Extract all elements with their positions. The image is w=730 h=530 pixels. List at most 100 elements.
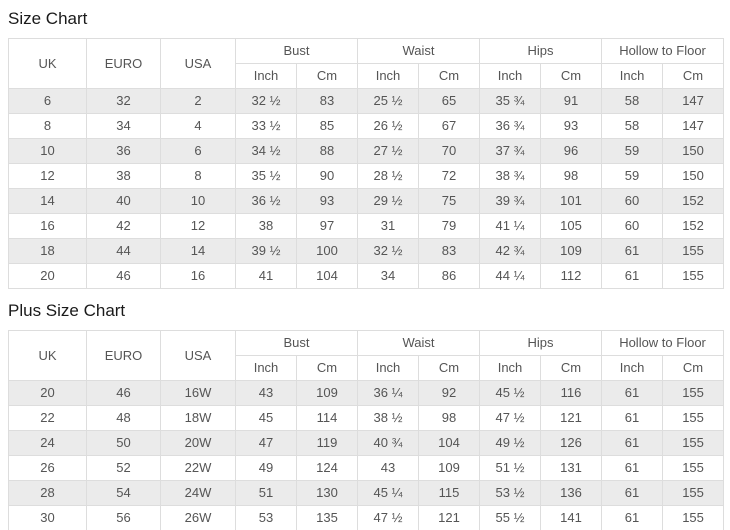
- size-chart-table: UK EURO USA Bust Waist Hips Hollow to Fl…: [8, 38, 725, 289]
- column-header-cm: Cm: [540, 63, 603, 89]
- column-header-euro: EURO: [86, 38, 161, 89]
- table-cell: 98: [540, 163, 603, 189]
- table-cell: 61: [601, 505, 664, 530]
- table-cell: 54: [86, 480, 161, 506]
- table-cell: 44: [86, 238, 161, 264]
- table-cell: 79: [418, 213, 481, 239]
- table-cell: 115: [418, 480, 481, 506]
- table-cell: 51 ½: [479, 455, 542, 481]
- table-row: 20 46 16 41 104 34 86 44 ¼ 112 61 155: [8, 263, 725, 289]
- table-cell: 130: [295, 480, 359, 506]
- table-cell: 61: [601, 380, 664, 406]
- table-cell: 155: [662, 430, 725, 456]
- table-cell: 72: [418, 163, 481, 189]
- table-cell: 98: [418, 405, 481, 431]
- table-cell: 22: [8, 405, 87, 431]
- table-cell: 52: [86, 455, 161, 481]
- table-cell: 60: [601, 188, 664, 214]
- table-cell: 10: [8, 138, 87, 164]
- table-cell: 155: [662, 380, 725, 406]
- table-cell: 35 ½: [235, 163, 297, 189]
- table-cell: 100: [295, 238, 359, 264]
- column-header-inch: Inch: [479, 63, 542, 89]
- table-cell: 45 ¼: [357, 480, 420, 506]
- table-cell: 26 ½: [357, 113, 420, 139]
- table-row: 30 56 26W 53 135 47 ½ 121 55 ½ 141 61 155: [8, 505, 725, 530]
- size-chart-title: Size Chart: [8, 9, 88, 28]
- column-group-hips: Hips: [479, 38, 603, 64]
- table-cell: 39 ½: [235, 238, 297, 264]
- table-row: 28 54 24W 51 130 45 ¼ 115 53 ½ 136 61 155: [8, 480, 725, 506]
- table-cell: 112: [540, 263, 603, 289]
- table-cell: 114: [295, 405, 359, 431]
- column-group-hips: Hips: [479, 330, 603, 356]
- table-cell: 43: [357, 455, 420, 481]
- size-chart-header: UK EURO USA Bust Waist Hips Hollow to Fl…: [8, 38, 725, 89]
- table-row: 20 46 16W 43 109 36 ¼ 92 45 ½ 116 61 155: [8, 380, 725, 406]
- table-cell: 46: [86, 380, 161, 406]
- table-cell: 46: [86, 263, 161, 289]
- table-cell: 155: [662, 238, 725, 264]
- table-cell: 61: [601, 238, 664, 264]
- table-cell: 43: [235, 380, 297, 406]
- plus-size-chart-header: UK EURO USA Bust Waist Hips Hollow to Fl…: [8, 330, 725, 381]
- table-cell: 155: [662, 263, 725, 289]
- table-cell: 55 ½: [479, 505, 542, 530]
- table-cell: 58: [601, 113, 664, 139]
- column-group-bust: Bust: [234, 38, 359, 64]
- table-cell: 141: [540, 505, 603, 530]
- table-cell: 93: [295, 188, 359, 214]
- table-cell: 34: [357, 263, 420, 289]
- table-cell: 2: [160, 88, 236, 114]
- table-cell: 53 ½: [479, 480, 542, 506]
- table-cell: 83: [418, 238, 481, 264]
- column-header-cm: Cm: [295, 355, 359, 381]
- table-cell: 16: [8, 213, 87, 239]
- size-chart-body: 6 32 2 32 ½ 83 25 ½ 65 35 ¾ 91 58 147 8 34 4 33 ½ 85 26 …: [8, 88, 725, 289]
- table-row: 8 34 4 33 ½ 85 26 ½ 67 36 ¾ 93 58 147: [8, 113, 725, 139]
- table-cell: 38 ¾: [479, 163, 542, 189]
- table-cell: 96: [540, 138, 603, 164]
- table-cell: 4: [160, 113, 236, 139]
- table-cell: 121: [540, 405, 603, 431]
- table-cell: 24: [8, 430, 87, 456]
- table-header-row: UK EURO USA Bust Waist Hips Hollow to Fl…: [8, 38, 725, 89]
- table-cell: 83: [295, 88, 359, 114]
- table-cell: 75: [418, 188, 481, 214]
- table-cell: 53: [235, 505, 297, 530]
- table-cell: 36 ½: [235, 188, 297, 214]
- column-header-inch: Inch: [479, 355, 542, 381]
- table-cell: 36 ¼: [357, 380, 420, 406]
- table-cell: 40 ¾: [357, 430, 420, 456]
- table-cell: 150: [662, 138, 725, 164]
- table-row: 18 44 14 39 ½ 100 32 ½ 83 42 ¾ 109 61 155: [8, 238, 725, 264]
- table-cell: 47: [235, 430, 297, 456]
- table-cell: 109: [418, 455, 481, 481]
- table-cell: 56: [86, 505, 161, 530]
- table-cell: 109: [540, 238, 603, 264]
- plus-size-chart-table: UK EURO USA Bust Waist Hips Hollow to Fl…: [8, 330, 725, 530]
- table-cell: 38: [235, 213, 297, 239]
- table-cell: 124: [295, 455, 359, 481]
- table-subheader-row: Inch Cm Inch Cm Inch Cm Inch Cm: [9, 355, 725, 381]
- table-cell: 109: [295, 380, 359, 406]
- table-cell: 14: [160, 238, 236, 264]
- table-cell: 101: [540, 188, 603, 214]
- table-cell: 26W: [160, 505, 236, 530]
- table-cell: 28 ½: [357, 163, 420, 189]
- table-cell: 92: [418, 380, 481, 406]
- table-cell: 16W: [160, 380, 236, 406]
- table-cell: 34 ½: [235, 138, 297, 164]
- table-cell: 6: [160, 138, 236, 164]
- table-cell: 47 ½: [479, 405, 542, 431]
- table-row: 16 42 12 38 97 31 79 41 ¼ 105 60 152: [8, 213, 725, 239]
- column-header-inch: Inch: [357, 355, 420, 381]
- table-cell: 105: [540, 213, 603, 239]
- table-cell: 119: [295, 430, 359, 456]
- table-cell: 6: [8, 88, 87, 114]
- table-cell: 155: [662, 480, 725, 506]
- column-group-waist: Waist: [357, 38, 481, 64]
- table-cell: 18: [8, 238, 87, 264]
- table-cell: 147: [662, 88, 725, 114]
- table-row: 22 48 18W 45 114 38 ½ 98 47 ½ 121 61 155: [8, 405, 725, 431]
